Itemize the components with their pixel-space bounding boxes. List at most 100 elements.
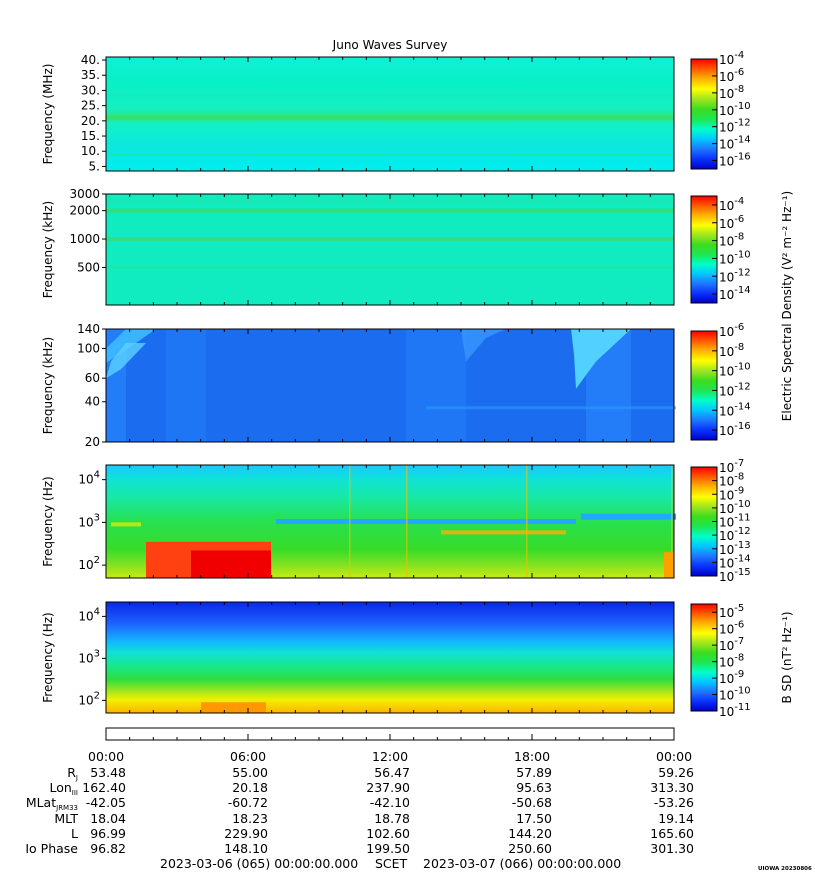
ephemeris-row-label: LonIII	[49, 780, 78, 798]
colorbar-tick-label: 10-15	[719, 567, 751, 584]
colorbar	[690, 603, 718, 712]
footer-end-time: 2023-03-07 (066) 00:00:00.000	[423, 856, 622, 871]
emission-band	[276, 518, 576, 524]
spike	[406, 465, 408, 578]
ephemeris-value: 53.48	[90, 765, 126, 780]
colorbar-tick-label: 10-8	[719, 232, 744, 249]
colorbar-label: B SD (nT² Hz⁻¹)	[780, 611, 794, 703]
emission-band	[581, 513, 676, 520]
ephemeris-row-label: L	[71, 825, 78, 841]
colorbar-tick-label: 10-14	[719, 135, 751, 152]
intense-emission	[664, 552, 674, 578]
y-tick-label: 20.	[81, 114, 100, 128]
colorbar-tick-label: 10-11	[719, 513, 751, 530]
ephemeris-value: -42.05	[85, 795, 126, 811]
y-tick-label: 104	[78, 606, 100, 623]
ephemeris-value: 59.26	[658, 765, 694, 780]
ephemeris-value: 95.63	[516, 780, 552, 796]
emission-feature	[106, 343, 146, 379]
y-tick-label: 5.	[89, 159, 100, 173]
colorbar-tick-label: 10-4	[719, 50, 744, 67]
colorbar	[690, 195, 718, 304]
ephemeris-value: -53.26	[653, 795, 694, 811]
ephemeris-value: 55.00	[232, 765, 268, 780]
colorbar-tick-label: 10-11	[719, 702, 751, 719]
colorbar-tick-label: 10-7	[719, 458, 744, 475]
colorbar-tick-label: 10-9	[719, 485, 744, 502]
y-tick-label: 25.	[81, 99, 100, 113]
spike	[671, 465, 673, 578]
spectrogram	[106, 602, 674, 713]
y-tick-label: 10.	[81, 144, 100, 158]
colorbar-tick-label: 10-7	[719, 636, 744, 653]
time-label: 00:00	[656, 749, 693, 764]
intense-emission	[191, 550, 271, 578]
time-label: 12:00	[372, 749, 409, 764]
shared-colorbar-label: Electric Spectral Density (V² m⁻² Hz⁻¹)	[780, 191, 794, 421]
y-tick-label: 1000	[69, 232, 100, 246]
y-tick-label: 3000	[69, 187, 100, 201]
ephemeris-value: 102.60	[366, 825, 410, 841]
colorbar-tick-label: 10-12	[719, 267, 751, 284]
emission-band	[106, 266, 674, 269]
ephemeris-value: 18.04	[90, 810, 126, 826]
ephemeris-value: 18.78	[374, 810, 410, 826]
panel-lfr-high: 140 100 60 40 20 Frequency (kHz) 10-6 10-8 10-10…	[41, 322, 751, 449]
y-tick-label: 102	[78, 690, 100, 707]
colorbar-tick-label: 10-10	[719, 249, 751, 266]
time-label: 06:00	[230, 749, 267, 764]
colorbar	[690, 58, 718, 170]
y-tick-label: 103	[78, 512, 100, 529]
colorbar-tick-label: 10-14	[719, 285, 751, 302]
spectrogram-shade	[406, 329, 466, 442]
ephemeris-row-label: RJ	[67, 765, 78, 782]
y-tick-label: 40	[85, 395, 100, 409]
emission-feature	[461, 329, 506, 362]
colorbar-tick-label: 10-12	[719, 381, 751, 398]
time-label: 00:00	[88, 749, 125, 764]
ephemeris-value: 96.82	[90, 841, 126, 856]
ephemeris-row-label: Io Phase	[25, 841, 78, 856]
colorbar-tick-label: 10-14	[719, 553, 751, 570]
ephemeris-value: -60.72	[227, 795, 268, 811]
emission-band	[441, 530, 566, 535]
emission-band	[106, 95, 674, 97]
emission-band	[106, 115, 674, 120]
ephemeris-row-label: MLT	[54, 810, 78, 826]
ephemeris-row-label: MLatJRM33	[25, 795, 78, 813]
footer-start-time: 2023-03-06 (065) 00:00:00.000	[160, 856, 359, 871]
ephemeris-value: 56.47	[374, 765, 410, 780]
spike	[526, 465, 528, 578]
colorbar-tick-label: 10-6	[719, 67, 744, 84]
emission-band	[106, 237, 674, 242]
colorbar-tick-label: 10-5	[719, 603, 744, 620]
y-tick-label: 20	[85, 435, 100, 449]
colorbar-tick-label: 10-10	[719, 499, 751, 516]
colorbar-tick-label: 10-12	[719, 526, 751, 543]
colorbar-tick-label: 10-10	[719, 686, 751, 703]
ephemeris-value: 19.14	[658, 810, 694, 826]
ephemeris-value: 229.90	[224, 825, 268, 841]
colorbar	[690, 330, 718, 441]
emission-band	[111, 522, 141, 527]
ephemeris-value: 144.20	[508, 825, 552, 841]
footer-scet-label: SCET	[375, 856, 408, 871]
y-axis-label: Frequency (Hz)	[41, 476, 55, 567]
ephemeris-value: 57.89	[516, 765, 552, 780]
colorbar-tick-label: 10-12	[719, 118, 751, 135]
spectrogram-panels: 40.35.30. 25.20.15.10.5. Frequency (MHz) 10…	[41, 50, 794, 719]
colorbar-tick-label: 10-6	[719, 322, 744, 339]
y-axis-label: Frequency (kHz)	[41, 201, 55, 298]
y-axis-label: Frequency (MHz)	[41, 64, 55, 165]
y-tick-label: 35.	[81, 68, 100, 82]
colorbar-tick-label: 10-6	[719, 214, 744, 231]
y-tick-label: 140	[77, 322, 100, 336]
colorbar-tick-label: 10-10	[719, 101, 751, 118]
ephemeris-value: 20.18	[232, 780, 268, 796]
colorbar-tick-label: 10-16	[719, 421, 751, 438]
y-tick-label: 2000	[69, 204, 100, 218]
y-tick-label: 30.	[81, 83, 100, 97]
y-tick-label: 104	[78, 470, 100, 487]
